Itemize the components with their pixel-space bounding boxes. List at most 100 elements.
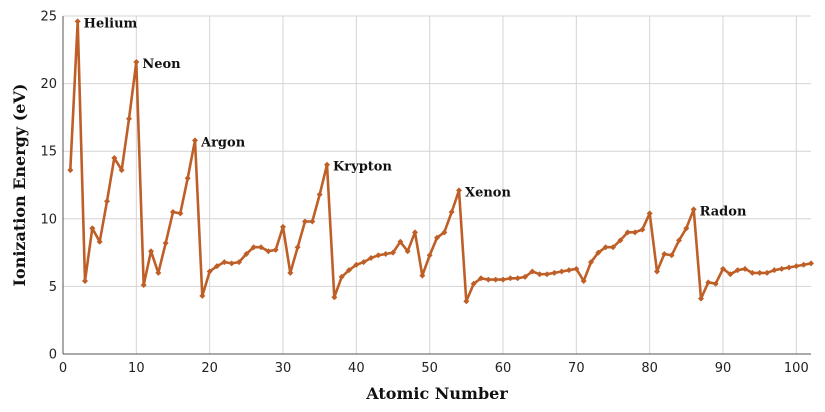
series-ionization-energy [67,18,814,305]
data-point [404,248,411,255]
data-point [192,137,198,144]
data-point [485,276,492,283]
data-point [573,265,580,272]
x-tick-label: 90 [715,361,732,376]
data-point [661,250,668,257]
data-point [676,237,682,244]
x-tick-label: 80 [641,361,658,376]
data-point [529,268,536,275]
data-point [82,277,88,284]
data-point [338,273,345,280]
data-point [199,292,206,299]
data-point [646,210,653,217]
data-point [155,269,162,276]
data-point [170,209,176,216]
data-point [478,275,484,282]
data-point [316,191,323,198]
data-point [507,275,514,282]
y-tick-label: 0 [49,348,57,363]
data-point [771,267,778,274]
data-point [595,249,602,256]
data-point [236,259,242,266]
data-point [111,154,118,161]
data-point [126,115,132,122]
y-tick-label: 15 [40,145,57,160]
data-point [808,260,814,267]
data-point [96,238,103,245]
data-point [456,187,462,194]
data-point [492,276,499,283]
data-point [272,246,279,253]
data-point [566,267,572,274]
data-point [140,282,147,289]
data-point [639,226,646,233]
data-point [500,276,506,283]
data-point [412,229,418,236]
data-point [580,277,587,284]
x-tick-label: 20 [201,361,218,376]
data-point [360,259,367,266]
data-point [463,298,470,305]
data-point [419,272,426,279]
data-point [89,225,96,232]
data-point [698,295,704,302]
data-point [309,218,316,225]
tick-labels: 0 10 20 30 40 50 60 70 80 90 100 0 5 10 15 20 25 [40,10,808,377]
data-point [654,268,660,275]
data-point [104,198,110,205]
data-point [221,259,228,266]
x-tick-label: 70 [568,361,585,376]
x-tick-label: 60 [495,361,512,376]
data-point [294,244,301,251]
data-point [214,263,220,270]
y-axis-title: Ionization Energy (eV) [10,84,29,287]
data-point [756,269,763,276]
data-point [368,255,374,262]
annotations: Helium Neon Argon Krypton Xenon Radon [84,16,747,219]
data-point [632,229,638,236]
y-tick-label: 5 [49,280,57,295]
y-tick-label: 20 [40,77,57,92]
data-point [800,261,807,268]
data-point [712,280,719,287]
data-point [74,18,81,25]
x-tick-label: 10 [128,361,145,376]
x-tick-label: 50 [421,361,438,376]
data-point [265,248,272,255]
x-axis-title: Atomic Number [365,384,508,403]
data-point [764,269,770,276]
data-point [536,271,543,278]
data-point [720,265,726,272]
data-point [184,175,191,182]
annotation-label: Argon [200,135,246,150]
annotation-label: Neon [142,57,181,72]
annotation-label: Helium [84,16,138,31]
data-point [544,271,550,278]
data-point [287,269,294,276]
data-point [727,271,734,278]
data-point [551,269,558,276]
y-tick-label: 10 [40,212,57,227]
data-point [390,249,396,256]
x-tick-label: 40 [348,361,365,376]
annotation-label: Radon [700,204,747,219]
data-point [778,265,785,272]
data-point [470,280,477,287]
data-point [426,252,433,259]
x-tick-label: 100 [784,361,809,376]
annotation-label: Krypton [333,160,392,175]
data-point [558,268,565,275]
series-line [69,20,812,303]
axes [62,16,811,355]
data-point [624,229,631,236]
data-point [280,223,286,230]
data-point [602,244,609,251]
data-point [331,294,338,301]
data-point [375,252,382,259]
data-point [258,244,264,251]
data-point [353,261,360,268]
data-point [690,206,697,213]
data-point [206,268,213,275]
data-point [118,167,125,174]
